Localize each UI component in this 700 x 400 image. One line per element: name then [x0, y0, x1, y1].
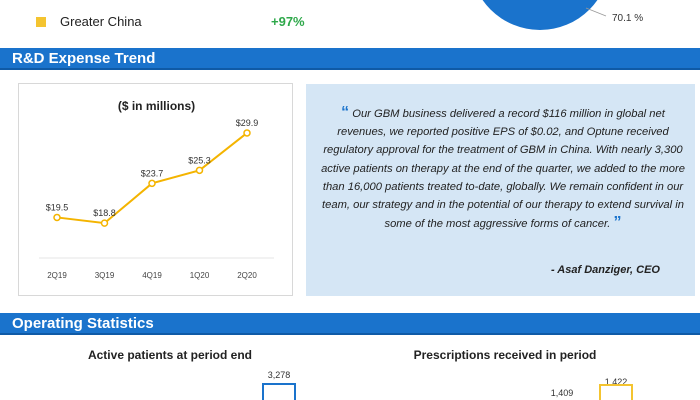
region-growth: +97% — [271, 14, 305, 29]
pie-percent-label: 70.1 % — [612, 13, 644, 24]
prescriptions-curr-value: 1,422 — [604, 377, 628, 387]
data-label: $18.8 — [93, 208, 116, 218]
ops-section-title: Operating Statistics — [12, 315, 154, 332]
pie-slice-main — [482, 0, 598, 30]
prescriptions-bar — [599, 384, 633, 400]
rd-chart-svg: $19.5 2Q19 $18.8 3Q19 $23.7 4Q19 $25.3 1Q20 $29.… — [39, 118, 274, 280]
quote-author: - Asaf Danziger, CEO — [550, 264, 660, 276]
rd-section-title: R&D Expense Trend — [12, 50, 156, 67]
data-point — [53, 213, 61, 222]
prescriptions-title: Prescriptions received in period — [413, 348, 597, 362]
close-quote-icon: ” — [613, 214, 622, 232]
active-patients-value: 3,278 — [267, 370, 291, 380]
x-tick-label: 4Q19 — [142, 271, 162, 280]
quote-body: Our GBM business delivered a record $116… — [321, 108, 685, 231]
data-point — [148, 179, 156, 188]
rd-expense-chart: ($ in millions) $19.5 2Q19 $18.8 3Q19 $23.7 4… — [18, 83, 293, 296]
rd-section-header: R&D Expense Trend — [0, 48, 700, 70]
data-label: $19.5 — [46, 202, 69, 212]
x-tick-label: 2Q20 — [237, 271, 257, 280]
x-tick-label: 2Q19 — [47, 271, 67, 280]
ceo-quote-panel: “ Our GBM business delivered a record $1… — [306, 84, 695, 296]
region-color-swatch — [36, 17, 46, 27]
data-point — [100, 219, 109, 227]
prescriptions-prev-value: 1,409 — [550, 388, 574, 398]
ceo-quote: “ Our GBM business delivered a record $1… — [318, 104, 688, 233]
active-patients-bar — [262, 383, 296, 400]
data-point — [195, 166, 204, 175]
data-label: $25.3 — [188, 155, 211, 165]
region-label: Greater China — [60, 14, 142, 29]
pie-leader-line — [585, 7, 607, 17]
open-quote-icon: “ — [341, 104, 350, 121]
ops-section-header: Operating Statistics — [0, 313, 700, 335]
x-tick-label: 3Q19 — [95, 271, 115, 280]
chart-title: ($ in millions) — [117, 99, 196, 113]
active-patients-title: Active patients at period end — [87, 348, 253, 362]
region-legend-row: Greater China +97% 70.1 % — [0, 0, 700, 40]
data-label: $29.9 — [236, 118, 259, 128]
revenue-pie-chart — [470, 0, 670, 40]
x-tick-label: 1Q20 — [190, 271, 210, 280]
data-label: $23.7 — [141, 168, 164, 178]
data-point — [243, 129, 251, 137]
